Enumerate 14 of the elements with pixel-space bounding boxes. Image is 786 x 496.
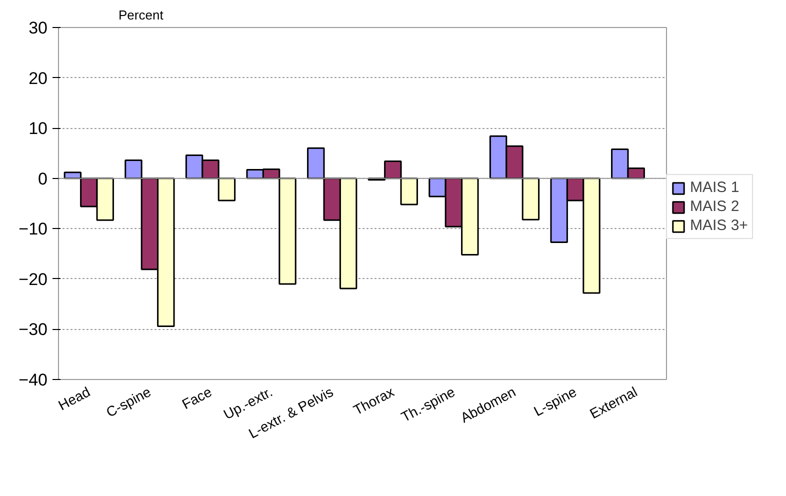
y-tick-label: −10 [18,220,48,239]
y-tick-label: 0 [38,169,48,188]
legend-label: MAIS 1 [690,179,740,196]
y-tick-label: −20 [18,270,48,289]
legend-label: MAIS 3+ [690,217,748,234]
x-tick-label: Head [56,383,93,414]
x-tick-label: Face [179,383,214,412]
y-tick-label: 30 [28,18,48,38]
y-tick-label: −30 [18,320,48,340]
y-tick-label: 20 [28,68,48,88]
legend-label: MAIS 2 [690,198,740,215]
y-tick-label: 10 [28,119,48,138]
y-axis-title: Percent [118,8,164,22]
y-tick-label: −40 [18,370,48,390]
